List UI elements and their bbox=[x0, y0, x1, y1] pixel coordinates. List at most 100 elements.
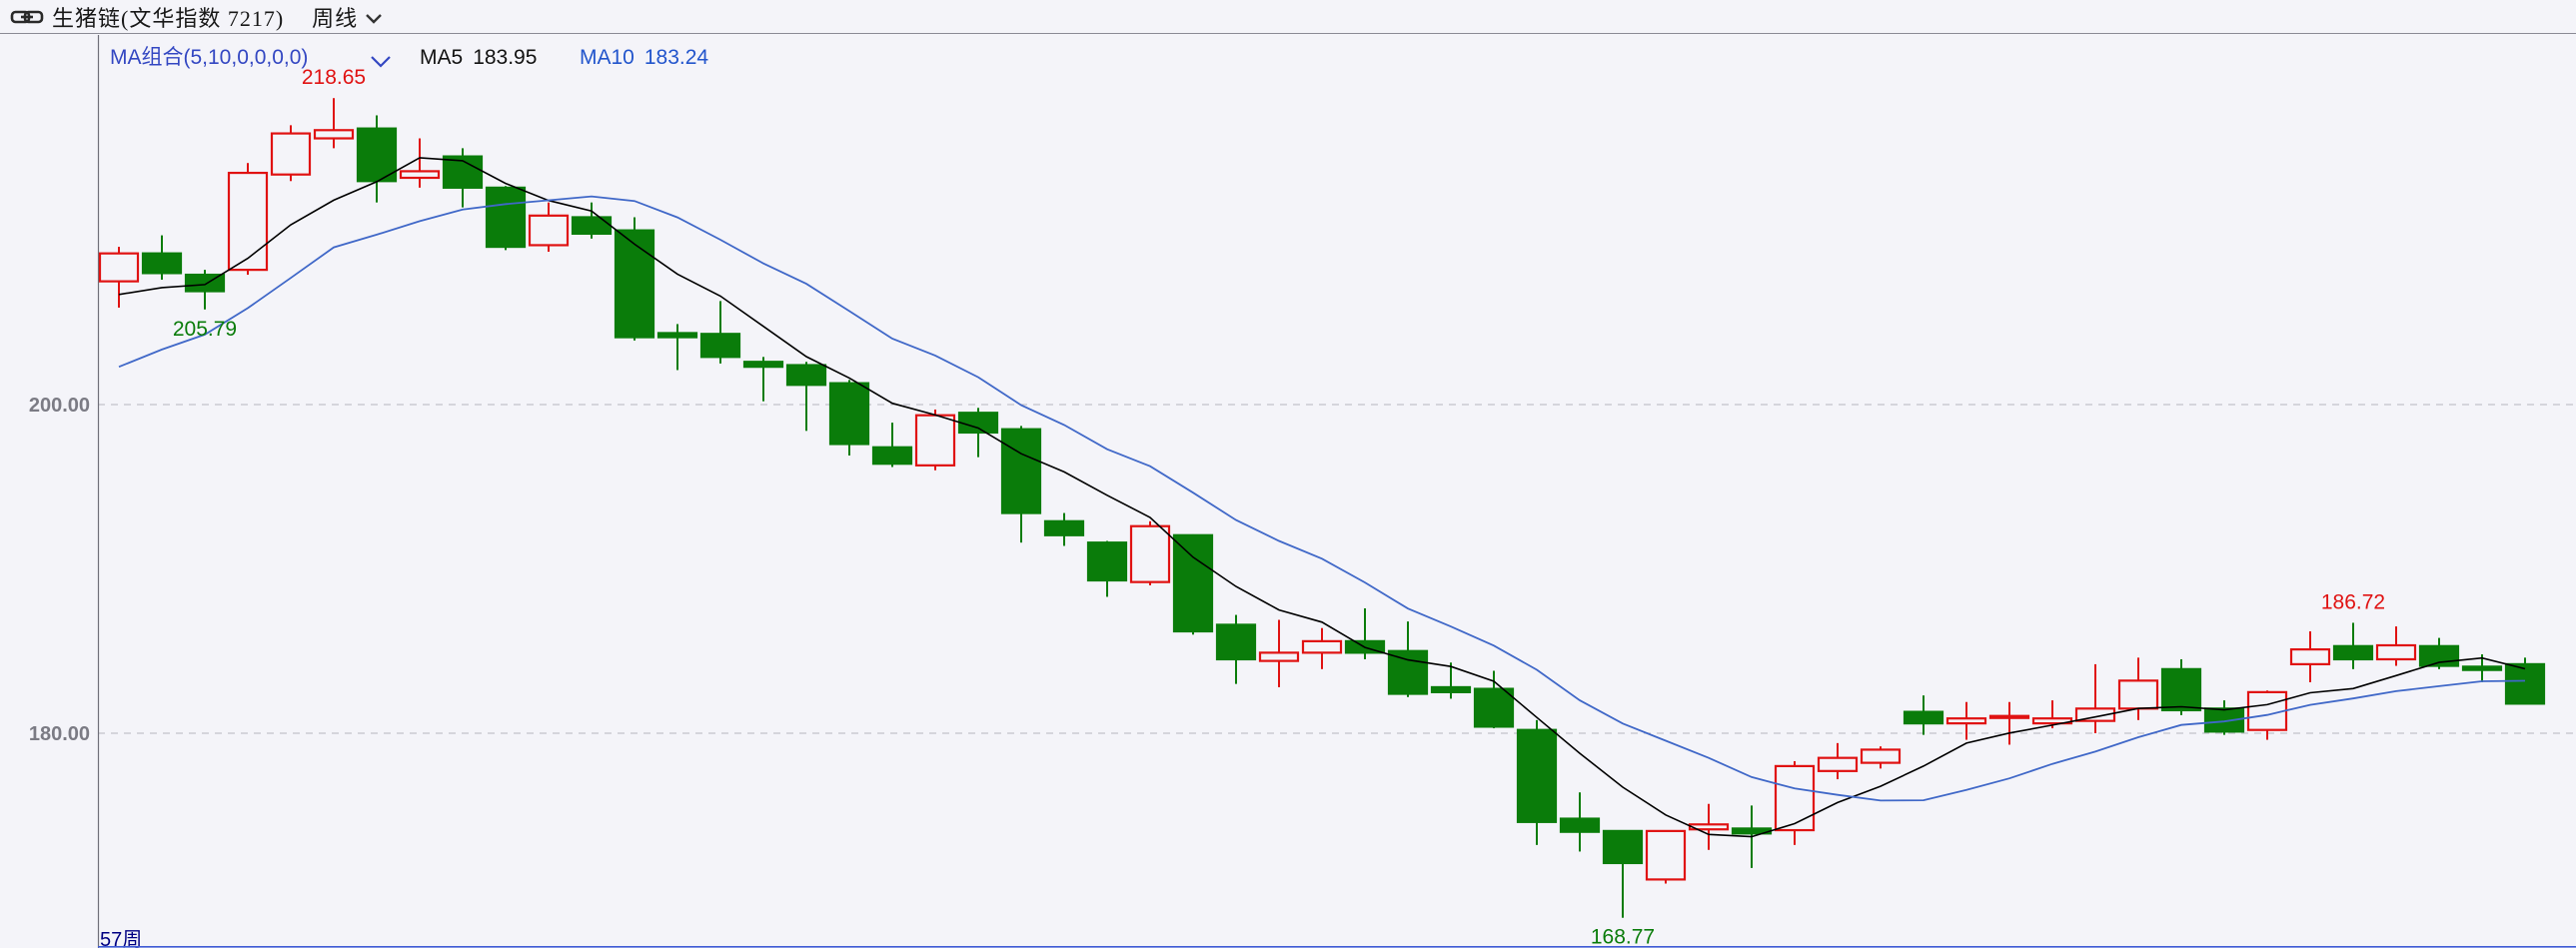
indicator-row: MA组合(5,10,0,0,0,0) MA5 183.95 MA10 183.24 bbox=[110, 46, 708, 69]
candle[interactable] bbox=[2461, 654, 2503, 683]
candle[interactable] bbox=[1043, 512, 1085, 546]
candle-body-down bbox=[656, 332, 698, 339]
candle[interactable] bbox=[399, 138, 441, 188]
candle[interactable] bbox=[270, 125, 312, 182]
candle[interactable] bbox=[2031, 700, 2073, 729]
candle-body-down bbox=[2203, 707, 2245, 733]
ma5-value: 183.95 bbox=[473, 46, 537, 69]
candle[interactable] bbox=[1301, 627, 1343, 669]
candle[interactable] bbox=[2117, 657, 2159, 720]
candle[interactable] bbox=[828, 380, 870, 456]
candle[interactable] bbox=[1860, 746, 1902, 769]
candle[interactable] bbox=[871, 423, 913, 468]
candle[interactable] bbox=[2289, 631, 2331, 683]
candle[interactable] bbox=[1129, 520, 1171, 585]
candle[interactable] bbox=[2160, 658, 2202, 715]
candle[interactable] bbox=[485, 186, 527, 251]
candle-body-down bbox=[1903, 710, 1944, 725]
candle[interactable] bbox=[1430, 662, 1472, 699]
candle[interactable] bbox=[1988, 701, 2030, 745]
candle[interactable] bbox=[1903, 695, 1944, 735]
candle-body-down bbox=[1000, 428, 1042, 514]
ma5-line bbox=[118, 157, 2526, 838]
ma-settings-label[interactable]: MA组合(5,10,0,0,0,0) bbox=[110, 46, 308, 69]
candle-body-up bbox=[98, 252, 140, 283]
candle[interactable] bbox=[2203, 700, 2245, 735]
candle[interactable] bbox=[1817, 742, 1859, 780]
ma5-name: MA5 bbox=[420, 46, 463, 69]
candle[interactable] bbox=[1086, 540, 1128, 597]
candle-body-down bbox=[1516, 728, 1558, 823]
candle[interactable] bbox=[1215, 614, 1257, 684]
candle[interactable] bbox=[313, 98, 355, 149]
candle-body-up bbox=[1945, 717, 1987, 725]
candle-body-up bbox=[227, 171, 269, 272]
candle[interactable] bbox=[2074, 663, 2116, 733]
candle-body-down bbox=[1430, 685, 1472, 693]
candle[interactable] bbox=[2504, 657, 2546, 705]
period-selector-label[interactable]: 周线 bbox=[312, 5, 359, 31]
candle-body-down bbox=[785, 364, 827, 387]
candle[interactable] bbox=[785, 362, 827, 432]
candle-body-down bbox=[1559, 817, 1601, 833]
candle[interactable] bbox=[742, 357, 784, 402]
price-annotation-layer: 218.65 205.79 168.77 186.72 bbox=[173, 66, 2385, 948]
price-extreme-label: 186.72 bbox=[2321, 590, 2385, 613]
candle[interactable] bbox=[528, 202, 570, 253]
candle-body-down bbox=[1387, 649, 1429, 695]
candle[interactable] bbox=[2246, 690, 2288, 740]
candle-body-up bbox=[313, 129, 355, 140]
candle[interactable] bbox=[957, 408, 999, 458]
ma5-readout: MA5 183.95 bbox=[420, 46, 537, 69]
candle[interactable] bbox=[1645, 829, 1687, 884]
candle[interactable] bbox=[1774, 760, 1816, 845]
candle[interactable] bbox=[1172, 533, 1214, 635]
candle-body-up bbox=[1774, 764, 1816, 832]
candle[interactable] bbox=[656, 324, 698, 371]
candle[interactable] bbox=[1602, 829, 1644, 918]
candle[interactable] bbox=[356, 115, 398, 203]
candle[interactable] bbox=[2375, 626, 2417, 666]
candle[interactable] bbox=[2332, 622, 2374, 669]
candle[interactable] bbox=[1473, 670, 1515, 729]
candle[interactable] bbox=[1258, 619, 1300, 687]
candle[interactable] bbox=[699, 301, 741, 364]
candle[interactable] bbox=[141, 235, 183, 280]
instrument-title: 生猪链(文华指数 7217) bbox=[52, 5, 285, 31]
chevron-down-icon[interactable] bbox=[365, 13, 383, 24]
candle-body-down bbox=[1215, 623, 1257, 661]
ma-chevron-down-icon[interactable] bbox=[371, 56, 391, 68]
candle-body-down bbox=[2160, 667, 2202, 712]
candle-body-up bbox=[2375, 643, 2417, 661]
candle[interactable] bbox=[914, 409, 956, 471]
grid-layer: 200.00 180.00 bbox=[29, 395, 2576, 745]
candle[interactable] bbox=[1516, 719, 1558, 845]
candle[interactable] bbox=[98, 247, 140, 308]
candle[interactable] bbox=[1000, 426, 1042, 543]
candle[interactable] bbox=[1559, 792, 1601, 852]
y-axis-tick-label: 180.00 bbox=[29, 723, 90, 745]
candle-body-down bbox=[1086, 541, 1128, 582]
candle[interactable] bbox=[1688, 803, 1730, 850]
candle-body-down bbox=[742, 361, 784, 369]
candle[interactable] bbox=[2418, 637, 2460, 669]
price-extreme-label: 168.77 bbox=[1591, 926, 1655, 948]
candle-body-up bbox=[1988, 714, 2030, 719]
candle-body-up bbox=[1860, 748, 1902, 764]
candle[interactable] bbox=[442, 148, 484, 208]
candle-body-up bbox=[2289, 648, 2331, 666]
candle-body-down bbox=[356, 127, 398, 183]
candlestick-chart[interactable]: 200.00 180.00 218.65 205.79 168.77 186.72 MA… bbox=[0, 35, 2576, 948]
candle[interactable] bbox=[1945, 701, 1987, 740]
candle-body-down bbox=[2461, 665, 2503, 671]
candle[interactable] bbox=[227, 163, 269, 276]
candle-body-down bbox=[1473, 687, 1515, 728]
candle-body-down bbox=[571, 216, 613, 236]
candle-body-up bbox=[1258, 651, 1300, 662]
price-extreme-label: 218.65 bbox=[302, 66, 366, 89]
price-extreme-label: 205.79 bbox=[173, 318, 237, 341]
candle[interactable] bbox=[614, 217, 655, 341]
candle-body-up bbox=[1688, 823, 1730, 831]
candle-body-up bbox=[2117, 679, 2159, 710]
